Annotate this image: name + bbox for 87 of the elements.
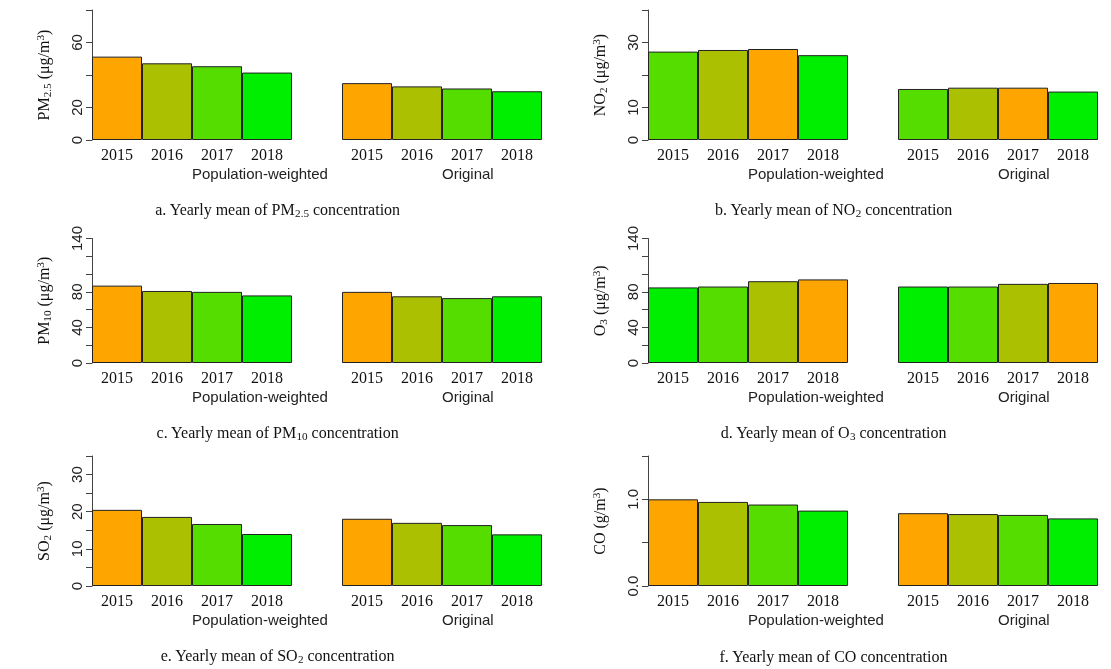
y-tick-label: 0 [68,135,85,145]
y-tick-label: 30 [68,466,85,483]
y-axis-title: NO2 (μg/m3) [590,33,609,117]
y-axis-title: PM2.5 (μg/m3) [34,29,53,121]
y-tick-label: 20 [68,99,85,116]
x-tick-label: 2017 [757,145,789,163]
y-tick-label: 0 [624,358,641,368]
x-tick-label: 2017 [201,591,233,609]
text: Original [442,611,494,628]
x-tick-label: 2018 [1057,368,1089,386]
text: Original [998,388,1050,405]
x-tick-label: 2017 [1007,591,1039,609]
x-tick-label: 2018 [1057,145,1089,163]
y-tick-label: 0 [624,135,641,145]
x-tick-label: 2015 [657,368,689,386]
text: Original [998,165,1050,182]
y-tick-label: 1.0 [624,488,641,510]
x-tick-label: 2017 [757,591,789,609]
x-tick-label: 2017 [757,368,789,386]
x-tick-label: 2016 [957,368,989,386]
x-tick-label: 2016 [151,368,183,386]
y-axis-title: SO2 (μg/m3) [34,481,53,561]
y-tick-label: 0 [68,358,85,368]
x-tick-label: 2015 [101,368,133,386]
x-tick-label: 2017 [451,591,483,609]
text: Population-weighted [192,165,328,182]
x-tick-label: 2016 [401,145,433,163]
y-tick-label: 0 [68,581,85,591]
x-tick-label: 2018 [501,368,533,386]
x-tick-label: 2016 [401,591,433,609]
text: Population-weighted [192,388,328,405]
x-tick-label: 2017 [451,368,483,386]
y-tick-label: 30 [624,34,641,51]
x-tick-label: 2015 [907,368,939,386]
x-tick-label: 2015 [101,145,133,163]
x-tick-label: 2016 [707,591,739,609]
x-tick-label: 2017 [451,145,483,163]
x-tick-label: 2016 [707,145,739,163]
x-tick-label: 2018 [251,145,283,163]
text: Original [442,165,494,182]
x-tick-label: 2018 [251,591,283,609]
y-tick-label: 20 [68,503,85,521]
x-tick-label: 2015 [657,591,689,609]
x-tick-label: 2016 [151,591,183,609]
y-tick-label: 60 [68,34,85,51]
y-tick-label: 10 [624,99,641,116]
x-tick-label: 2017 [201,145,233,163]
text: Population-weighted [748,165,884,182]
x-tick-label: 2015 [907,591,939,609]
x-tick-label: 2018 [807,145,839,163]
x-tick-label: 2016 [401,368,433,386]
x-tick-label: 2016 [957,591,989,609]
x-tick-label: 2015 [351,591,383,609]
y-tick-label: 80 [624,283,641,301]
text: Population-weighted [192,611,328,628]
text: Population-weighted [748,388,884,405]
x-tick-label: 2018 [807,591,839,609]
x-tick-label: 2017 [201,368,233,386]
y-tick-label: 140 [624,226,641,252]
x-tick-label: 2018 [251,368,283,386]
y-tick-label: 0.0 [624,575,641,597]
y-tick-label: 140 [68,226,85,252]
x-tick-label: 2016 [151,145,183,163]
y-tick-label: 10 [68,540,85,558]
x-tick-label: 2015 [101,591,133,609]
x-tick-label: 2016 [707,368,739,386]
x-tick-label: 2018 [501,591,533,609]
x-tick-label: 2015 [907,145,939,163]
y-axis-title: PM10 (μg/m3) [34,256,53,345]
y-tick-label: 40 [624,319,641,336]
y-axis-title: CO (g/m3) [590,487,609,555]
x-tick-label: 2015 [657,145,689,163]
x-tick-label: 2018 [807,368,839,386]
y-axis-title: O3 (μg/m3) [590,265,609,337]
y-tick-label: 80 [68,283,85,301]
x-tick-label: 2016 [957,145,989,163]
text: Population-weighted [748,611,884,628]
text: f. Yearly mean of CO concentration [719,647,948,666]
x-tick-label: 2018 [501,145,533,163]
text: Original [998,611,1050,628]
x-tick-label: 2015 [351,145,383,163]
y-tick-label: 40 [68,319,85,336]
text: Original [442,388,494,405]
x-tick-label: 2017 [1007,145,1039,163]
x-tick-label: 2017 [1007,368,1039,386]
x-tick-label: 2015 [351,368,383,386]
x-tick-label: 2018 [1057,591,1089,609]
